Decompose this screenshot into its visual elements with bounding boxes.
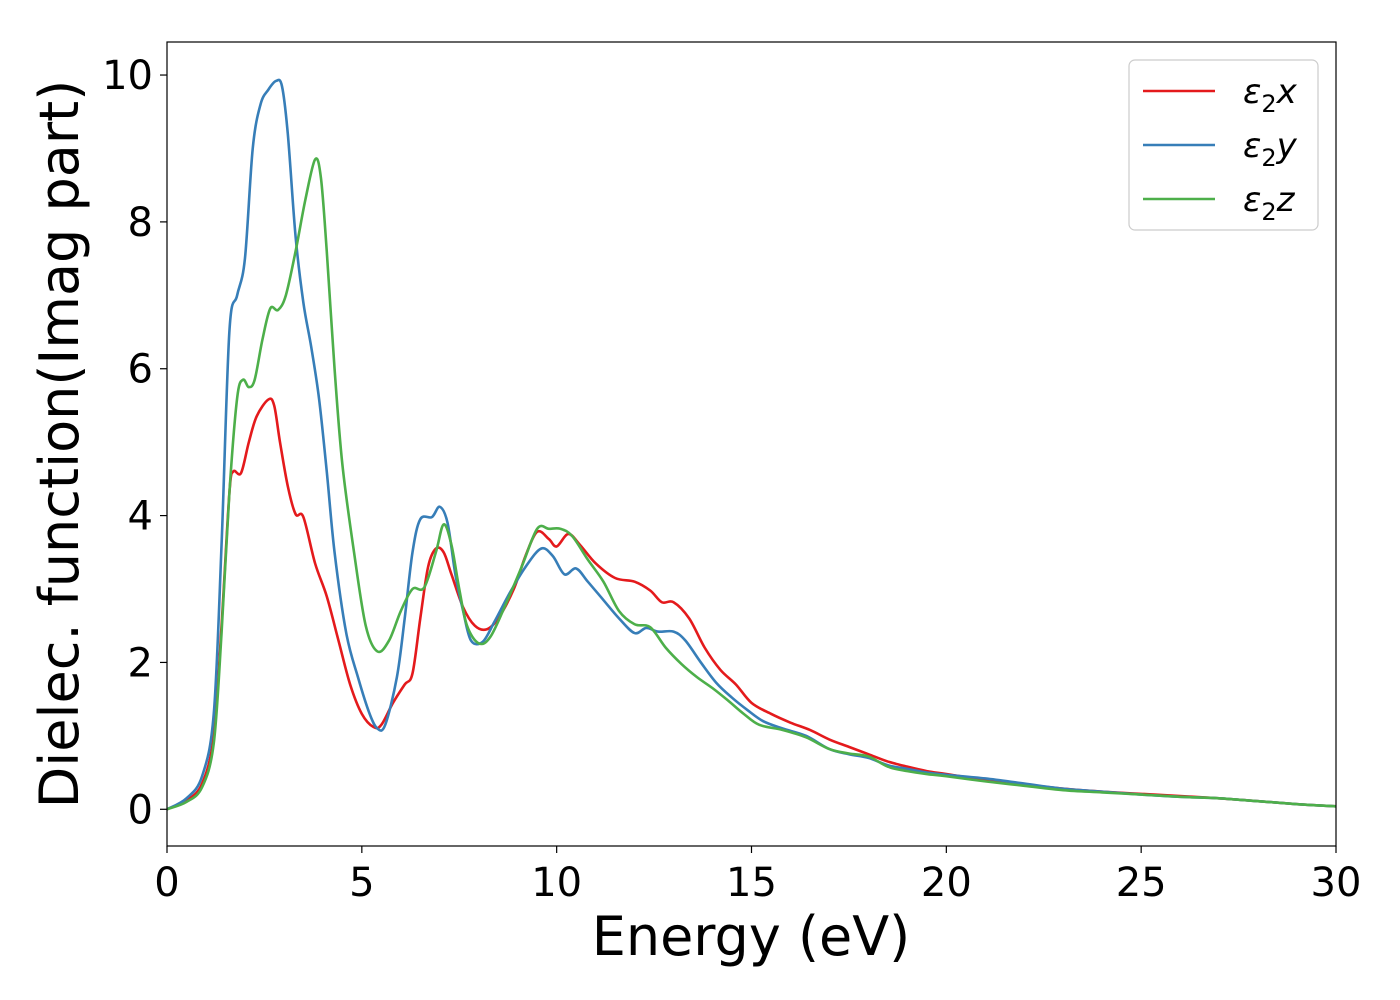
x-tick-label: 20 (921, 860, 972, 906)
y-ticks: 0 2 4 6 8 10 (102, 53, 167, 833)
x-tick-label: 5 (349, 860, 374, 906)
legend: ε2x ε2y ε2z (1128, 59, 1319, 231)
x-ticks: 0 5 10 15 20 25 30 (154, 846, 1361, 906)
series-layer (166, 78, 1337, 811)
x-tick-label: 15 (726, 860, 777, 906)
x-tick-label: 0 (154, 860, 179, 906)
series-line-y (166, 78, 1337, 811)
y-tick-label: 6 (128, 347, 153, 393)
y-tick-label: 10 (102, 53, 153, 99)
legend-label: ε2x (1243, 72, 1298, 118)
legend-box (1128, 59, 1319, 231)
legend-label: ε2z (1243, 180, 1296, 226)
series-line-z (166, 157, 1337, 811)
y-axis-title: Dielec. function(Imag part) (28, 80, 91, 809)
y-tick-label: 2 (128, 640, 153, 686)
x-axis-title: Energy (eV) (592, 905, 911, 968)
y-tick-label: 8 (128, 200, 153, 246)
y-tick-label: 0 (128, 787, 153, 833)
y-tick-label: 4 (128, 494, 153, 540)
x-tick-label: 30 (1311, 860, 1362, 906)
x-tick-label: 25 (1116, 860, 1167, 906)
legend-label: ε2y (1243, 126, 1298, 172)
x-tick-label: 10 (531, 860, 582, 906)
